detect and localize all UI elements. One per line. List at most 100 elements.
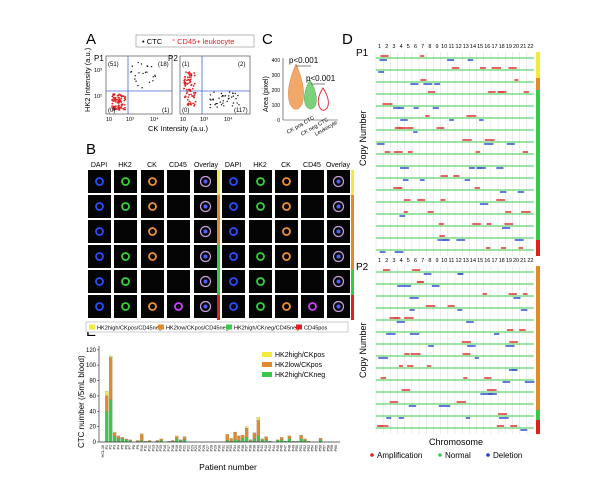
b-legend-swatch <box>226 324 232 330</box>
cell-signal <box>199 250 212 263</box>
e-xtick-label: P49 <box>291 445 295 451</box>
b-legend-box <box>85 321 349 333</box>
bar-segment <box>233 431 237 440</box>
bar-segment <box>112 432 117 437</box>
micrograph-tile <box>222 220 245 243</box>
cell-nucleus <box>336 204 341 209</box>
xtick-p2-0: 10 <box>180 117 186 123</box>
e-xtick-label: P44 <box>272 445 276 451</box>
e-xtick-label: P16 <box>163 445 167 451</box>
ctc-point <box>235 97 237 100</box>
ctc-point <box>150 65 153 68</box>
b-header-ck-r: CK <box>281 162 291 169</box>
chromosome-label: 5 <box>407 44 410 50</box>
micrograph-grid <box>88 170 354 320</box>
micrograph-tile <box>222 195 245 218</box>
panel-label-a: A <box>86 31 96 48</box>
cell-signal <box>256 277 265 286</box>
cell-signal <box>148 177 157 186</box>
cell-nucleus <box>336 254 341 259</box>
d-legend-dot <box>438 453 442 457</box>
e-legend: HK2high/CKpos HK2low/CKpos HK2high/CKneg <box>262 352 325 379</box>
e-xtick-label: P12 <box>148 445 152 451</box>
ctc-point <box>137 84 139 87</box>
micrograph-tile <box>301 295 324 318</box>
violin-ck-neg <box>304 79 317 110</box>
micrograph-tile <box>114 295 137 318</box>
b-header-ck-l: CK <box>147 162 157 169</box>
ctc-point <box>224 95 227 97</box>
bar-segment <box>182 436 187 440</box>
chromosome-label: 20 <box>513 44 519 50</box>
leukocyte-point <box>185 92 188 95</box>
bar-segment <box>136 440 140 442</box>
e-xtick-label: HC1-10 <box>101 445 105 457</box>
chromosome-label: 21 <box>520 44 526 50</box>
p1-ytick-0: 10² <box>94 94 102 100</box>
micrograph-tile <box>141 220 164 243</box>
category-bar <box>536 52 540 78</box>
cell-signal <box>282 177 291 186</box>
panel-label-b: B <box>86 141 96 158</box>
ctc-point <box>237 94 239 97</box>
e-xtick-label: P33 <box>229 445 233 451</box>
ctc-point <box>232 95 235 97</box>
d-p2-label: P2 <box>356 262 369 273</box>
cell-signal <box>282 227 291 236</box>
bar-segment <box>303 438 307 441</box>
legend-leukocyte: ° CD45+ leukocyte <box>172 37 234 46</box>
leukocyte-point <box>118 108 121 111</box>
bar-segment <box>120 437 124 440</box>
bar-series: HC1-10 P1 P2 P3 P4 P5 P6 P7 P8 P9 P10 P11 P12 P13 P14 P… <box>101 355 338 457</box>
e-xtick-label: P51 <box>299 445 303 451</box>
bar-segment <box>280 437 284 440</box>
e-ytick-label: 60 <box>89 394 96 400</box>
panel-a: • CTC ° CD45+ leukocyte P1 P2 (51) (18) … <box>83 34 255 133</box>
e-xlabel: Patient number <box>199 462 257 472</box>
e-xtick-label: P48 <box>287 445 291 451</box>
leukocyte-point <box>193 96 196 99</box>
e-xtick-label: P37 <box>245 445 249 451</box>
chromosome-labels-p2: 1 2 3 4 5 6 7 8 9 10 11 12 13 14 15 16 17 18 19 20 21 22 <box>378 258 533 264</box>
p2-q-ur: (2) <box>238 62 245 68</box>
category-bar <box>536 240 540 256</box>
e-xtick-label: P26 <box>202 445 206 451</box>
cell-signal <box>148 202 157 211</box>
ctc-point <box>216 106 218 108</box>
category-bar <box>351 170 354 195</box>
bar-segment <box>105 411 109 443</box>
chromosome-label: 19 <box>506 44 512 50</box>
e-xtick-label: P9 <box>136 445 140 449</box>
bar-segment <box>109 355 113 358</box>
p2-q-lr: (117) <box>234 108 248 114</box>
p-value-2: p<0.001 <box>306 74 336 83</box>
micrograph-tile <box>222 295 245 318</box>
d-legend-dot <box>486 453 490 457</box>
micrograph-tile <box>249 270 272 293</box>
chromosome-label: 11 <box>449 258 455 264</box>
b-legend-label: HK2low/CKpos/CD45neg <box>166 326 229 332</box>
p1-q-ul: (51) <box>108 62 119 68</box>
ctc-point <box>232 92 234 95</box>
e-xtick-label: P15 <box>159 445 163 451</box>
micrograph-tile <box>88 220 111 243</box>
d-legend-label: Deletion <box>493 451 522 460</box>
chromosome-label: 14 <box>470 44 476 50</box>
cell-nucleus <box>203 179 208 184</box>
e-xtick-label: P46 <box>280 445 284 451</box>
leukocyte-point <box>194 91 197 94</box>
micrograph-tile <box>222 270 245 293</box>
panel-c-ytick-3: 300 <box>272 73 281 79</box>
chromosome-label: 13 <box>463 258 469 264</box>
bar-segment <box>155 440 159 442</box>
bar-segment <box>287 435 292 440</box>
e-xtick-label: P4 <box>116 445 120 449</box>
bar-segment <box>128 439 132 441</box>
micrograph-tile <box>88 170 111 193</box>
ctc-point <box>222 102 224 104</box>
chromosome-label: 4 <box>400 44 403 50</box>
e-legend-label: HK2low/CKpos <box>275 362 323 369</box>
micrograph-tile <box>167 270 190 293</box>
ctc-point <box>209 103 212 106</box>
